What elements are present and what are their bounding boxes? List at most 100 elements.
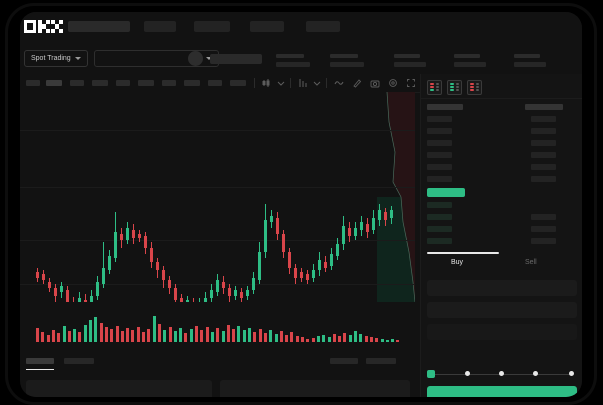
volume-bar	[385, 340, 389, 342]
candlestick-chart-type-icon[interactable]	[262, 78, 272, 88]
chart-gridline	[20, 240, 415, 241]
volume-bar	[263, 333, 267, 342]
candle-body	[180, 298, 183, 302]
orderbook-ask-row[interactable]	[427, 176, 452, 182]
line-tool-icon[interactable]	[334, 78, 344, 88]
ticker-price-skeleton	[210, 54, 262, 64]
candle-body	[324, 262, 327, 268]
orderbook-view-bids-icon[interactable]	[447, 80, 462, 95]
interval-1h[interactable]	[92, 80, 108, 86]
orderbook-view-both-icon[interactable]	[427, 80, 442, 95]
interval-15m[interactable]	[70, 80, 84, 86]
orderbook-ask-row[interactable]	[427, 164, 452, 170]
candle-body	[252, 278, 255, 290]
volume-bar	[41, 332, 45, 342]
volume-bar	[99, 323, 103, 342]
order-form-tabs: Buy Sell	[427, 252, 577, 272]
orderbook-column-price	[427, 104, 463, 110]
volume-bar	[364, 336, 368, 342]
chevron-down-icon	[206, 57, 212, 60]
tab-open-orders[interactable]	[26, 358, 54, 364]
price-chart[interactable]	[20, 92, 415, 302]
orderbook-view-asks-icon[interactable]	[467, 80, 482, 95]
interval-more[interactable]	[208, 80, 222, 86]
screenshot-camera-icon[interactable]	[370, 78, 380, 88]
orderbook-bid-row[interactable]	[427, 214, 452, 220]
order-tab-buy[interactable]: Buy	[451, 259, 464, 266]
ticker-stat-low	[454, 54, 486, 67]
volume-bar	[343, 333, 347, 342]
indicators-icon[interactable]	[298, 78, 308, 88]
candle-body	[108, 256, 111, 270]
order-price-input[interactable]	[427, 280, 577, 296]
fullscreen-expand-icon[interactable]	[406, 78, 416, 88]
volume-bar	[200, 330, 204, 342]
candle-body	[210, 290, 213, 298]
orderbook-ask-row[interactable]	[427, 128, 452, 134]
chart-settings-gear-icon[interactable]	[388, 78, 398, 88]
nav-item-2[interactable]	[194, 21, 230, 32]
orders-tabbar	[20, 352, 415, 374]
search-input[interactable]	[68, 21, 130, 32]
orderbook-bid-row[interactable]	[427, 226, 452, 232]
place-buy-order-button[interactable]	[427, 386, 577, 397]
okx-logo-icon[interactable]	[24, 20, 63, 33]
nav-item-3[interactable]	[250, 21, 284, 32]
order-tab-sell[interactable]: Sell	[525, 259, 537, 266]
interval-1d[interactable]	[138, 80, 154, 86]
nav-item-4[interactable]	[306, 21, 340, 32]
bottom-panel-left[interactable]	[26, 380, 212, 397]
order-amount-input[interactable]	[427, 302, 577, 318]
volume-bar	[51, 330, 55, 342]
interval-5m[interactable]	[46, 80, 62, 86]
orderbook-ask-amount	[531, 176, 556, 182]
candle-body	[360, 222, 363, 230]
candle-wick	[85, 294, 86, 302]
candle-body	[318, 260, 321, 270]
candle-body	[96, 282, 99, 296]
volume-bar	[274, 334, 278, 342]
orderbook-bid-amount	[531, 226, 556, 232]
chart-type-chevron-down-icon[interactable]	[276, 78, 286, 88]
volume-bar	[173, 331, 177, 342]
candle-body	[270, 216, 273, 222]
interval-1w[interactable]	[162, 80, 176, 86]
order-amount-slider[interactable]	[427, 369, 577, 379]
volume-bar	[237, 326, 241, 342]
indicators-chevron-down-icon[interactable]	[312, 78, 322, 88]
candle-body	[240, 292, 243, 298]
orderbook-bid-row[interactable]	[427, 238, 452, 244]
volume-bar	[189, 329, 193, 342]
candle-body	[186, 300, 189, 302]
order-total-input[interactable]	[427, 324, 577, 340]
interval-time[interactable]	[230, 80, 246, 86]
app-header	[20, 12, 582, 44]
candle-body	[48, 282, 51, 288]
volume-bar	[269, 330, 273, 342]
tab-order-history[interactable]	[64, 358, 94, 364]
volume-bar	[94, 317, 98, 342]
nav-item-1[interactable]	[144, 21, 176, 32]
candle-body	[384, 212, 387, 220]
orderbook-ask-row[interactable]	[427, 140, 452, 146]
market-type-label: Spot Trading	[31, 55, 71, 62]
interval-1m-month[interactable]	[184, 80, 200, 86]
volume-bar	[253, 332, 257, 342]
candle-body	[102, 268, 105, 284]
interval-4h[interactable]	[116, 80, 130, 86]
candle-wick	[187, 296, 188, 302]
market-type-selector[interactable]: Spot Trading	[24, 50, 88, 67]
orderbook-bid-row[interactable]	[427, 202, 452, 208]
interval-1m[interactable]	[26, 80, 40, 86]
action-cancel-all[interactable]	[366, 358, 396, 364]
orderbook-ask-row[interactable]	[427, 116, 452, 122]
orderbook-ask-row[interactable]	[427, 152, 452, 158]
volume-bar	[221, 331, 225, 342]
volume-bar	[311, 338, 315, 342]
slider-handle[interactable]	[427, 369, 435, 378]
bottom-panel-right[interactable]	[220, 380, 410, 397]
candle-body	[78, 298, 81, 302]
volume-bar	[295, 336, 299, 342]
drawing-pencil-icon[interactable]	[352, 78, 362, 88]
action-hide-other-pairs[interactable]	[330, 358, 358, 364]
